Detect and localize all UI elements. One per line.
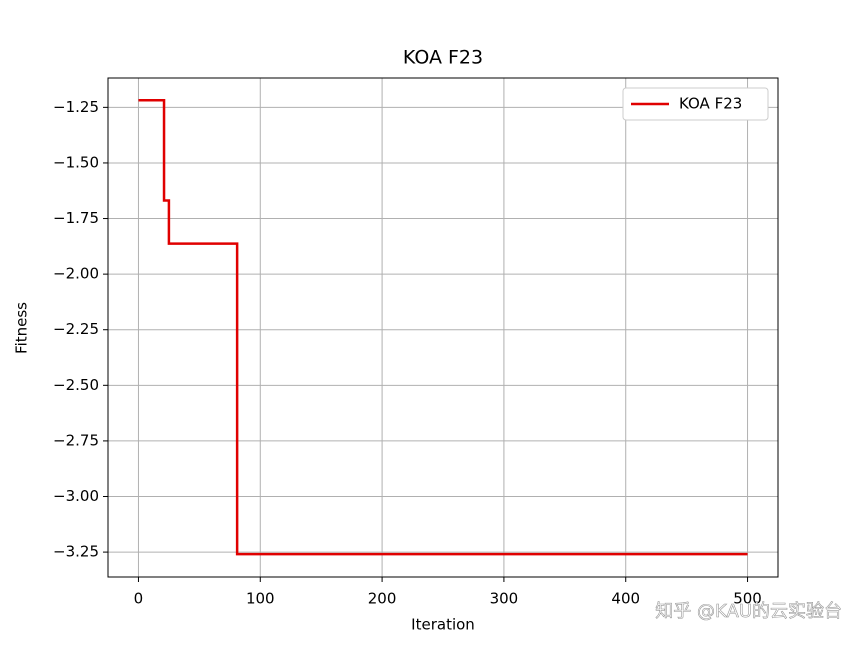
y-tick-label: −2.00 [53,265,99,283]
y-tick-label: −1.75 [53,209,99,227]
x-axis-label: Iteration [411,616,475,634]
y-tick-label: −1.25 [53,98,99,116]
plot-frame [107,77,779,578]
x-tick-label: 200 [368,590,397,608]
y-tick-label: −2.25 [53,320,99,338]
y-tick-label: −2.50 [53,376,99,394]
x-tick-label: 400 [611,590,640,608]
y-axis-label: Fitness [13,302,31,354]
y-tick-label: −3.25 [53,543,99,561]
chart-title: KOA F23 [403,47,483,69]
data-line [138,98,748,556]
watermark: 知乎 @KAU的云实验台 [655,601,842,622]
y-tick-label: −1.50 [53,153,99,171]
x-tick-label: 500 [733,590,762,608]
y-tick-label: −2.75 [53,431,99,449]
legend-box [622,87,769,121]
x-tick-label: 100 [246,590,275,608]
legend-label: KOA F23 [679,95,742,113]
x-tick-label: 300 [490,590,519,608]
x-tick-label: 0 [134,590,144,608]
y-tick-label: −3.00 [53,487,99,505]
